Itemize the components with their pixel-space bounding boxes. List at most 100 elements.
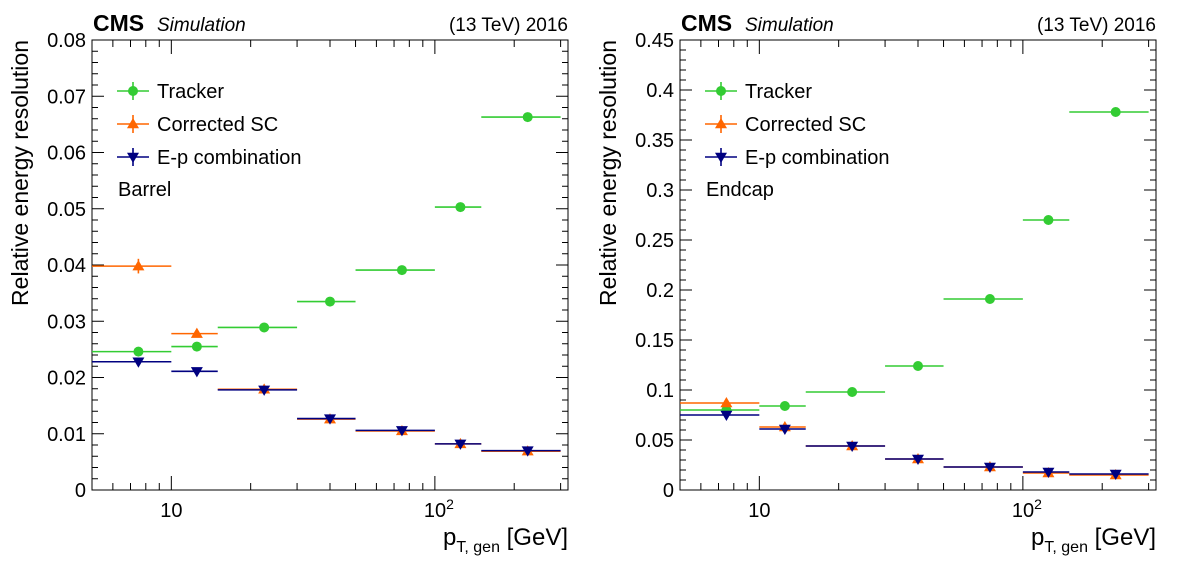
data-point [805, 440, 886, 451]
y-axis-title: Relative energy resolution [595, 40, 621, 306]
data-point [885, 454, 944, 465]
data-point [217, 322, 298, 333]
y-tick-label: 0.03 [47, 311, 86, 333]
legend-item: E-p combination [117, 147, 302, 169]
marker-triangle-down [521, 446, 534, 457]
data-point [171, 327, 218, 338]
data-point [680, 405, 760, 415]
data-point [434, 202, 482, 213]
y-tick-label: 0 [663, 480, 674, 502]
data-point [171, 341, 218, 352]
y-tick-label: 0.02 [47, 368, 86, 390]
marker-triangle-down [720, 410, 733, 421]
legend-label: Corrected SC [157, 114, 278, 136]
legend-label: E-p combination [157, 147, 302, 169]
data-point [1022, 467, 1070, 478]
legend-label: E-p combination [745, 147, 890, 169]
marker-circle [455, 202, 466, 213]
y-axis-title: Relative energy resolution [7, 40, 33, 306]
marker-circle [1110, 107, 1121, 117]
cms-label: CMS [681, 10, 732, 36]
marker-triangle-down [715, 152, 727, 163]
data-point [885, 361, 944, 371]
data-point [805, 387, 886, 397]
y-tick-label: 0.4 [646, 80, 674, 102]
region-label: Barrel [118, 179, 171, 201]
marker-circle [522, 112, 533, 123]
plot-frame [679, 39, 1157, 491]
marker-circle [259, 322, 270, 333]
data-point [297, 414, 356, 425]
marker-circle [325, 296, 335, 307]
marker-circle [779, 401, 790, 411]
x-tick-label: 10 [160, 500, 182, 522]
y-tick-label: 0.07 [47, 86, 86, 108]
y-tick-label: 0.1 [646, 380, 674, 402]
marker-circle [716, 86, 726, 96]
marker-triangle-down [324, 414, 336, 425]
marker-triangle-down [127, 152, 139, 163]
marker-circle [133, 346, 144, 357]
data-point [297, 296, 356, 307]
region-label: Endcap [706, 179, 774, 201]
marker-triangle-down [454, 439, 467, 450]
y-tick-label: 0.05 [47, 199, 86, 221]
x-axis-title: pT, gen [GeV] [443, 524, 568, 556]
y-tick-label: 0.01 [47, 424, 86, 446]
data-point [217, 385, 298, 396]
marker-triangle-down [1042, 467, 1055, 478]
marker-triangle-up [190, 327, 203, 338]
y-tick-label: 0.04 [47, 255, 86, 277]
data-point [92, 346, 172, 357]
data-point [943, 294, 1023, 304]
y-tick-label: 0.05 [635, 430, 674, 452]
y-tick-label: 0.35 [635, 130, 674, 152]
data-point [680, 397, 760, 408]
data-point [355, 426, 435, 437]
marker-triangle-up [127, 118, 139, 129]
y-tick-label: 0.3 [646, 180, 674, 202]
simulation-label: Simulation [157, 15, 246, 36]
legend-label: Corrected SC [745, 114, 866, 136]
series-tracker [680, 107, 1149, 415]
legend-item: E-p combination [705, 147, 890, 169]
data-point [92, 357, 172, 368]
y-tick-label: 0 [75, 480, 86, 502]
legend-item: Corrected SC [705, 114, 866, 136]
legend-item: Tracker [117, 81, 224, 103]
x-tick-label: 102 [424, 496, 454, 522]
energy-label: (13 TeV) 2016 [1037, 15, 1156, 36]
data-point [759, 424, 806, 435]
marker-triangle-down [132, 357, 145, 368]
marker-triangle-down [778, 424, 791, 435]
y-tick-label: 0.15 [635, 330, 674, 352]
y-tick-label: 0.45 [635, 30, 674, 52]
data-point [1069, 469, 1149, 480]
marker-triangle-up [715, 118, 727, 129]
legend-label: Tracker [157, 81, 224, 103]
cms-label: CMS [93, 10, 144, 36]
marker-triangle-down [190, 367, 203, 378]
marker-circle [847, 387, 858, 397]
legend-label: Tracker [745, 81, 812, 103]
marker-circle [396, 265, 407, 276]
marker-triangle-down [912, 454, 924, 465]
marker-circle [984, 294, 995, 304]
marker-circle [128, 86, 138, 96]
data-point [355, 265, 435, 276]
chart-panel-endcap: 0 0.05 0.1 0.15 0.2 0.25 0.3 0.35 0.4 0.45 10 102pT… [595, 10, 1157, 556]
marker-triangle-down [1109, 469, 1122, 480]
marker-triangle-down [983, 462, 996, 473]
marker-triangle-down [258, 385, 271, 396]
legend-item: Tracker [705, 81, 812, 103]
legend: Tracker Corrected SC E-p combination [705, 81, 890, 169]
data-point [171, 367, 218, 378]
y-tick-label: 0.25 [635, 230, 674, 252]
series-ep [680, 410, 1149, 480]
x-tick-label: 10 [748, 500, 770, 522]
series-tracker [92, 112, 561, 357]
x-tick-label: 102 [1012, 496, 1042, 522]
data-point [92, 258, 172, 274]
